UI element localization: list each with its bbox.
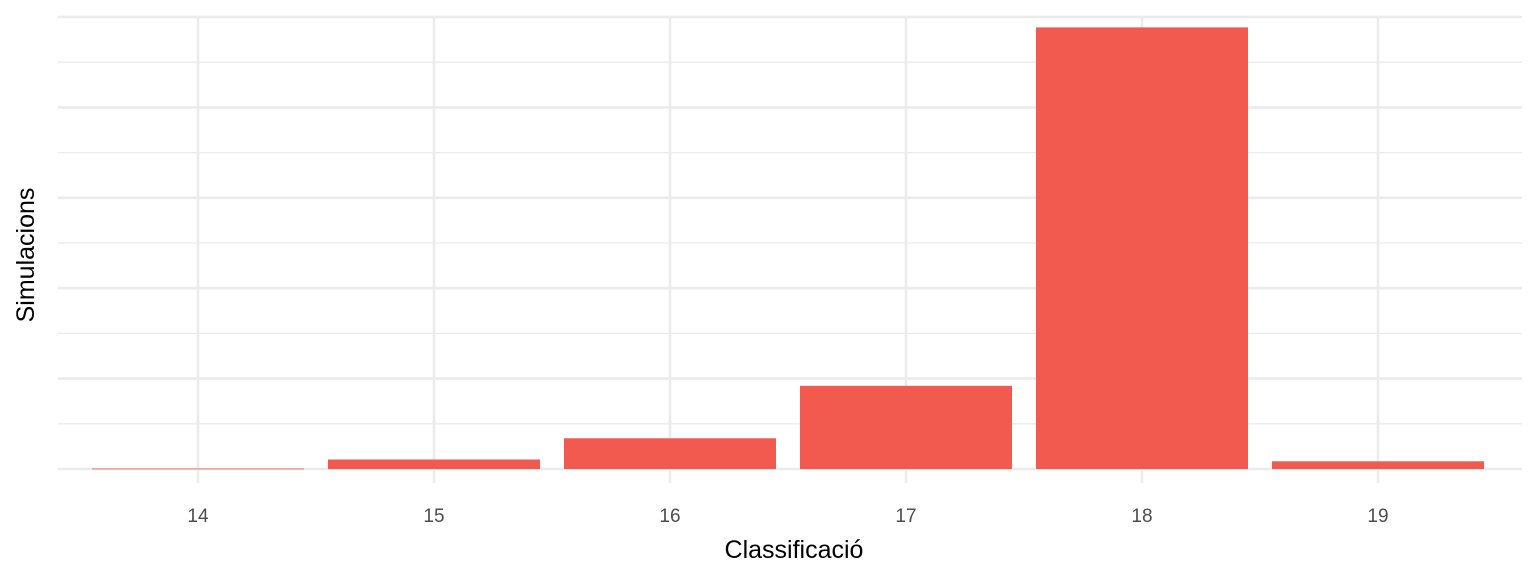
bar-14 (92, 468, 304, 470)
x-tick-label: 15 (423, 506, 444, 527)
x-tick-label: 19 (1367, 506, 1388, 527)
bars (92, 27, 1484, 470)
x-tick-label: 18 (1131, 506, 1152, 527)
bar-18 (1036, 27, 1248, 470)
x-tick-label: 16 (659, 506, 680, 527)
bar-16 (564, 438, 776, 469)
bar-15 (328, 459, 540, 469)
x-axis-title: Classificació (725, 536, 864, 564)
x-tick-label: 17 (895, 506, 916, 527)
y-axis-title: Simulacions (12, 188, 40, 323)
bar-19 (1272, 461, 1484, 469)
bar-17 (800, 385, 1012, 469)
x-tick-label: 14 (187, 506, 209, 527)
x-tick-labels: 14 15 16 17 18 19 (187, 506, 1388, 527)
gridlines (58, 15, 1522, 483)
